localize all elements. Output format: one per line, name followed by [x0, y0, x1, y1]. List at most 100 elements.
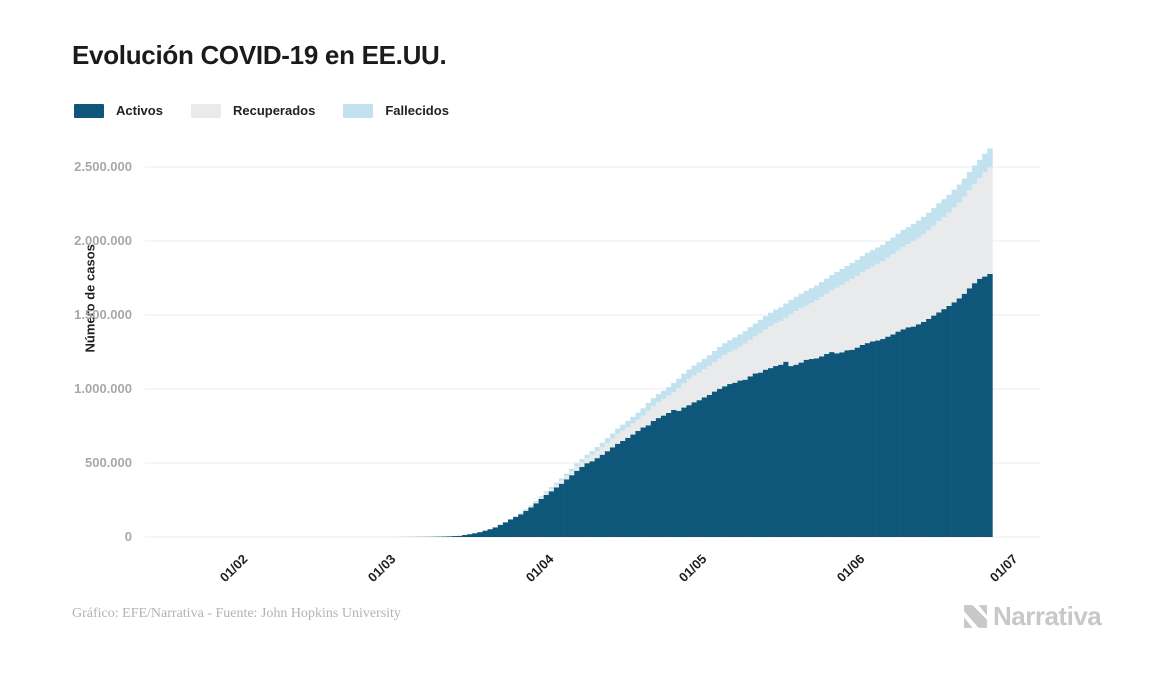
bar-segment-fallecidos	[946, 194, 952, 213]
bar-segment-activos	[885, 336, 891, 537]
bar-segment-recuperados	[543, 492, 550, 495]
bar-segment-activos	[783, 361, 789, 537]
bar-segment-recuperados	[635, 419, 641, 431]
bar-segment-fallecidos	[864, 252, 871, 269]
bar-segment-recuperados	[966, 190, 973, 289]
bar-segment-fallecidos	[579, 459, 585, 463]
bar-segment-activos	[584, 463, 590, 537]
bar-segment-recuperados	[859, 272, 866, 345]
bar-segment-activos	[829, 352, 835, 537]
bar-segment-fallecidos	[640, 408, 646, 416]
bar-segment-fallecidos	[961, 178, 968, 197]
bar-segment-fallecidos	[523, 509, 529, 510]
bar-segment-activos	[880, 339, 886, 537]
bar-segment-recuperados	[681, 383, 687, 408]
bar-segment-fallecidos	[599, 442, 606, 448]
bar-segment-recuperados	[732, 349, 738, 383]
bar-segment-activos	[910, 326, 917, 537]
bar-segment-fallecidos	[926, 212, 932, 231]
bar-segment-activos	[492, 527, 499, 537]
bar-segment-activos	[798, 362, 805, 537]
bar-segment-activos	[451, 536, 458, 537]
bar-segment-fallecidos	[773, 309, 779, 324]
bar-segment-activos	[747, 376, 754, 537]
bar-segment-activos	[706, 394, 713, 537]
bar-segment-recuperados	[742, 343, 748, 380]
bar-segment-fallecidos	[604, 438, 611, 444]
bar-segment-activos	[625, 437, 631, 537]
bar-segment-recuperados	[875, 263, 881, 341]
covid-stacked-bar-chart	[145, 148, 1040, 538]
bar-segment-activos	[558, 483, 565, 537]
bar-segment-fallecidos	[941, 199, 947, 218]
bar-segment-recuperados	[711, 362, 718, 392]
bar-segment-fallecidos	[808, 288, 815, 303]
bar-segment-activos	[844, 350, 850, 537]
bar-segment-fallecidos	[533, 500, 539, 502]
bar-segment-activos	[870, 341, 876, 537]
bar-segment-fallecidos	[676, 378, 682, 389]
bar-segment-fallecidos	[564, 473, 570, 476]
bar-segment-activos	[472, 533, 478, 537]
bar-segment-recuperados	[793, 311, 799, 365]
y-tick-label: 1.500.000	[74, 307, 132, 322]
bar-segment-activos	[553, 487, 560, 537]
bar-segment-activos	[722, 386, 728, 537]
bar-segment-recuperados	[747, 339, 754, 377]
bar-segment-activos	[620, 440, 626, 537]
bar-segment-activos	[737, 380, 743, 537]
bar-segment-fallecidos	[813, 285, 820, 301]
bar-segment-activos	[768, 368, 774, 537]
bar-segment-activos	[615, 443, 621, 537]
bar-segment-fallecidos	[834, 272, 840, 288]
bar-segment-recuperados	[971, 183, 978, 284]
bar-segment-activos	[900, 329, 907, 537]
bar-segment-recuperados	[645, 410, 652, 426]
bar-segment-recuperados	[798, 308, 805, 363]
bar-segment-activos	[630, 434, 636, 537]
bar-segment-activos	[441, 536, 448, 537]
bar-segment-fallecidos	[727, 340, 733, 353]
bar-segment-fallecidos	[798, 293, 805, 309]
bar-segment-activos	[701, 397, 708, 537]
bar-segment-fallecidos	[870, 250, 876, 267]
bar-segment-activos	[819, 356, 825, 537]
bar-segment-fallecidos	[987, 148, 993, 168]
bar-segment-activos	[502, 522, 509, 537]
bar-segment-recuperados	[589, 454, 595, 462]
bar-segment-fallecidos	[701, 358, 708, 370]
bar-segment-fallecidos	[880, 244, 886, 262]
bar-segment-activos	[915, 324, 922, 537]
bar-segment-activos	[528, 507, 534, 537]
bar-segment-activos	[446, 536, 453, 537]
bar-segment-activos	[523, 510, 529, 537]
bar-segment-fallecidos	[609, 433, 616, 439]
bar-segment-fallecidos	[783, 303, 789, 318]
bar-segment-recuperados	[773, 323, 779, 367]
y-axis-title: Número de casos	[82, 244, 98, 353]
y-tick-label: 2.000.000	[74, 233, 132, 248]
bar-segment-activos	[854, 347, 861, 537]
bar-segment-fallecidos	[747, 327, 754, 340]
bar-segment-activos	[813, 358, 820, 537]
bar-segment-recuperados	[926, 230, 932, 319]
bar-segment-recuperados	[900, 246, 907, 330]
bar-segment-fallecidos	[558, 478, 565, 481]
bar-segment-recuperados	[655, 402, 662, 419]
bar-segment-activos	[579, 466, 585, 537]
bar-segment-recuperados	[599, 447, 606, 455]
bar-segment-activos	[711, 391, 718, 537]
legend-swatch-fallecidos	[343, 103, 374, 118]
bar-segment-recuperados	[523, 509, 529, 511]
legend-label: Fallecidos	[385, 103, 449, 118]
bar-segment-activos	[655, 418, 662, 537]
bar-segment-activos	[732, 382, 738, 537]
bar-segment-activos	[982, 276, 988, 537]
bar-segment-activos	[793, 364, 799, 537]
bar-segment-fallecidos	[737, 334, 743, 347]
bar-segment-fallecidos	[956, 184, 963, 203]
legend-label: Activos	[116, 103, 163, 118]
bar-segment-fallecidos	[905, 227, 912, 245]
bar-segment-fallecidos	[839, 268, 845, 285]
bar-segment-recuperados	[553, 484, 560, 488]
